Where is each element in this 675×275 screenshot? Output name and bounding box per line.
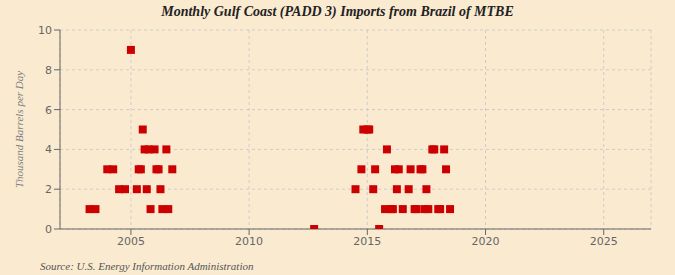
svg-text:8: 8 bbox=[45, 64, 52, 77]
svg-text:2015: 2015 bbox=[353, 235, 381, 248]
html-text:Monthly Gulf Coast (PADD 3) Im: Monthly Gulf Coast (PADD 3) Imports from… bbox=[161, 4, 514, 19]
svg-text:Thousand Barrels per Day: Thousand Barrels per Day bbox=[13, 71, 25, 188]
svg-text:2: 2 bbox=[45, 183, 52, 196]
svg-text:2020: 2020 bbox=[472, 235, 500, 248]
svg-text:2005: 2005 bbox=[117, 235, 145, 248]
svg-text:2010: 2010 bbox=[235, 235, 263, 248]
svg-text:0: 0 bbox=[45, 223, 52, 236]
svg-text:6: 6 bbox=[45, 104, 52, 117]
svg-text:2025: 2025 bbox=[590, 235, 618, 248]
html-text:Source: U.S. Energy Informatio: Source: U.S. Energy Information Administ… bbox=[40, 260, 254, 272]
svg-text:10: 10 bbox=[38, 24, 52, 37]
svg-text:4: 4 bbox=[45, 143, 52, 156]
